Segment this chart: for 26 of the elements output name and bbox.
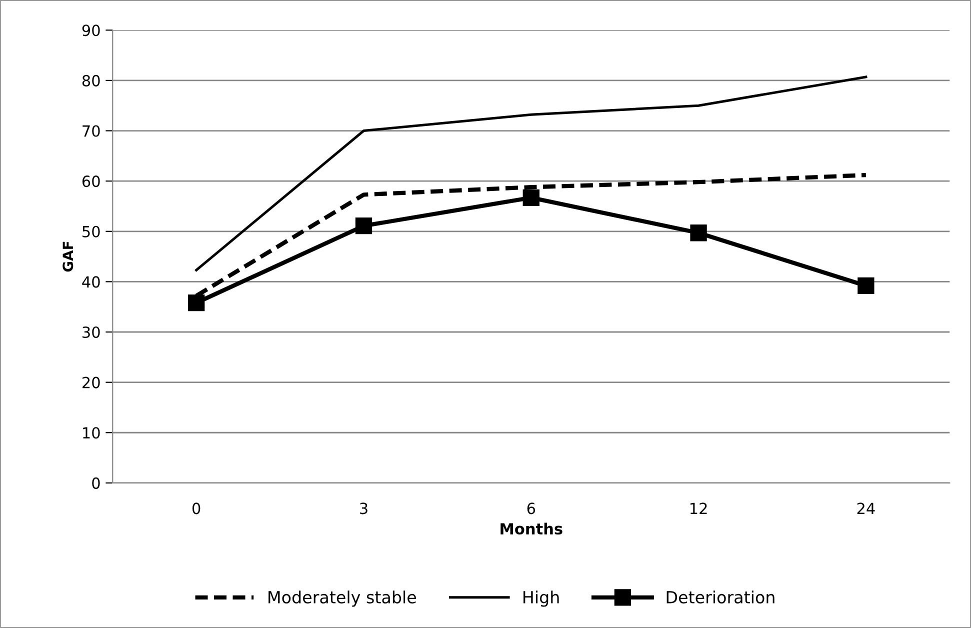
y-tick-label: 70 xyxy=(82,125,100,137)
point xyxy=(858,277,874,294)
line-series xyxy=(195,76,868,272)
x-tick-label: 3 xyxy=(360,502,368,514)
y-tick-label: 90 xyxy=(82,24,100,36)
legend-label: Moderately stable xyxy=(268,590,416,607)
x-tick-label: 24 xyxy=(857,502,875,514)
x-tick-label: 6 xyxy=(527,502,536,514)
y-axis-title: GAF xyxy=(62,242,74,272)
legend-label: Deterioration xyxy=(666,590,774,604)
x-axis-title: Months xyxy=(500,522,562,535)
y-tick-label: 30 xyxy=(82,326,100,338)
y-tick-label: 80 xyxy=(82,74,100,86)
point xyxy=(522,189,540,206)
y-tick-label: 0 xyxy=(92,477,100,489)
y-tick-label: 20 xyxy=(82,376,100,388)
point xyxy=(690,224,707,242)
y-tick-label: 10 xyxy=(83,427,100,439)
x-tick-label: 12 xyxy=(690,502,707,514)
point xyxy=(355,218,372,234)
y-tick-label: 60 xyxy=(82,176,100,188)
x-tick-label: 0 xyxy=(192,502,200,514)
point xyxy=(188,294,205,312)
y-tick-label: 40 xyxy=(82,276,100,288)
y-tick-label: 50 xyxy=(82,226,100,238)
legend-label: High xyxy=(524,590,559,607)
